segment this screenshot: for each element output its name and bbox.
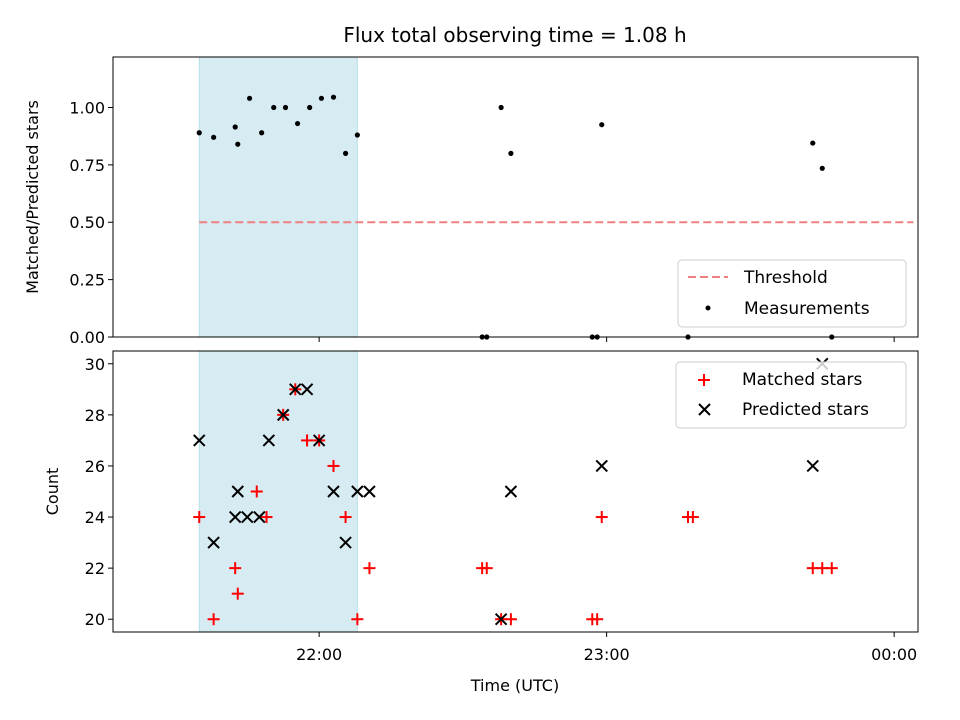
- predicted-star-marker: [363, 485, 376, 498]
- top-y-tick-label: 0.50: [69, 213, 105, 232]
- predicted-star-marker: [241, 510, 254, 524]
- predicted-star-marker: [351, 485, 364, 498]
- predicted-star-marker: [253, 510, 266, 524]
- chart-title: Flux total observing time = 1.08 h: [343, 23, 686, 47]
- matched-star-marker: [250, 485, 263, 498]
- matched-stars-points: [193, 383, 838, 626]
- measurement-point: [282, 104, 289, 111]
- top-panel: 0.00 0.25 0.50 0.75 1.00 Matched/Predicted s…: [23, 56, 919, 347]
- measurement-point: [259, 130, 265, 136]
- measurement-point: [354, 132, 360, 138]
- x-tick-label: 22:00: [296, 645, 342, 664]
- matched-star-marker: [686, 511, 699, 524]
- predicted-star-marker: [806, 459, 819, 473]
- bottom-y-tick-label: 30: [85, 355, 105, 374]
- predicted-star-marker: [289, 383, 302, 396]
- matched-star-marker: [231, 587, 244, 600]
- measurement-point: [211, 134, 217, 140]
- bottom-y-tick-label: 28: [85, 406, 105, 425]
- top-x-ticks: [318, 337, 895, 342]
- top-y-tick-label: 0.00: [69, 328, 105, 347]
- predicted-star-marker: [595, 459, 608, 473]
- matched-star-marker: [825, 562, 838, 575]
- matched-legend-swatch: [698, 374, 710, 386]
- predicted-star-marker: [504, 485, 518, 498]
- bottom-y-ticks: 20 22 24 26 28 30: [85, 355, 113, 629]
- predicted-star-marker: [312, 434, 326, 447]
- bottom-y-tick-label: 24: [85, 508, 105, 527]
- legend-measurements-label: Measurements: [744, 299, 870, 319]
- predicted-star-marker: [262, 434, 276, 447]
- measurement-points: [196, 94, 835, 340]
- measurement-point: [235, 141, 241, 147]
- predicted-legend-swatch: [698, 403, 711, 416]
- predicted-star-marker: [228, 510, 242, 524]
- top-axes-frame: [112, 56, 919, 338]
- predicted-star-marker: [276, 408, 290, 422]
- predicted-star-marker: [300, 383, 314, 396]
- measurement-point: [810, 140, 816, 146]
- measurement-point: [307, 104, 313, 111]
- matched-star-marker: [363, 562, 376, 575]
- matched-star-marker: [327, 459, 340, 472]
- top-y-axis-label: Matched/Predicted stars: [23, 100, 42, 294]
- observing-window-shade-bottom: [198, 350, 358, 633]
- measurement-point: [294, 120, 301, 127]
- x-tick-label: 00:00: [871, 645, 917, 664]
- bottom-y-axis-label: Count: [43, 468, 62, 516]
- bottom-y-tick-label: 20: [85, 610, 105, 629]
- predicted-star-marker: [231, 485, 244, 498]
- predicted-stars-points: [193, 357, 829, 626]
- x-axis-label: Time (UTC): [470, 676, 559, 695]
- measurement-point: [508, 150, 514, 156]
- bottom-y-tick-label: 22: [85, 559, 105, 578]
- measurement-point: [342, 150, 349, 156]
- measurement-point: [599, 122, 605, 128]
- bottom-axes-frame: [112, 350, 919, 633]
- measurement-point: [232, 124, 238, 130]
- matched-star-marker: [351, 613, 364, 626]
- bottom-y-tick-label: 26: [85, 457, 105, 476]
- predicted-star-marker: [207, 536, 220, 549]
- x-tick-label: 23:00: [584, 645, 630, 664]
- matched-star-marker: [339, 511, 352, 524]
- top-legend: Threshold Measurements: [677, 259, 907, 328]
- measurement-point: [330, 94, 337, 100]
- matched-star-marker: [301, 434, 314, 447]
- legend-predicted-label: Predicted stars: [742, 400, 869, 420]
- predicted-star-marker: [327, 485, 340, 498]
- predicted-star-marker: [339, 536, 352, 549]
- measurement-point: [498, 104, 504, 111]
- matched-star-marker: [591, 613, 604, 626]
- predicted-star-marker: [494, 613, 508, 626]
- matched-star-marker: [480, 562, 493, 575]
- measurement-legend-swatch: [705, 305, 711, 311]
- legend-threshold-label: Threshold: [743, 268, 828, 288]
- measurement-point: [271, 104, 277, 111]
- measurement-point: [318, 95, 325, 101]
- bottom-legend: Matched stars Predicted stars: [675, 361, 907, 429]
- top-y-ticks: 0.00 0.25 0.50 0.75 1.00: [69, 98, 113, 347]
- measurement-point: [819, 165, 825, 171]
- top-legend-box: [677, 259, 907, 328]
- bottom-legend-box: [675, 361, 907, 429]
- top-y-tick-label: 0.25: [69, 271, 105, 290]
- observing-window-shade: [198, 56, 358, 338]
- legend-matched-label: Matched stars: [742, 370, 862, 390]
- matched-star-marker: [207, 613, 220, 626]
- measurement-point: [246, 95, 253, 101]
- top-y-tick-label: 0.75: [69, 156, 105, 175]
- measurement-point: [196, 130, 202, 136]
- predicted-star-marker: [193, 434, 206, 447]
- matched-star-marker: [260, 511, 273, 524]
- matched-star-marker: [595, 511, 608, 524]
- matched-star-marker: [193, 511, 206, 524]
- matched-star-marker: [229, 562, 242, 575]
- matched-star-marker: [504, 613, 517, 626]
- top-y-tick-label: 1.00: [69, 98, 105, 117]
